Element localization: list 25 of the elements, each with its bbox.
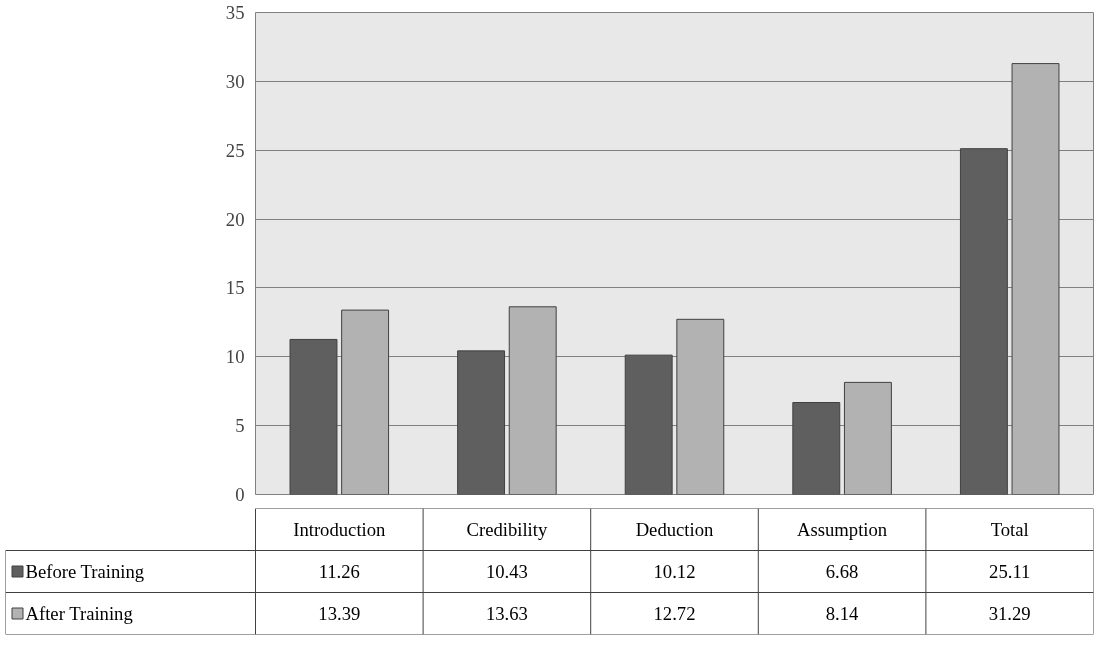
data-label: 31.29	[988, 603, 1031, 624]
data-label: 10.43	[485, 561, 528, 582]
legend-label: After Training	[25, 603, 133, 624]
data-label: 13.63	[485, 603, 528, 624]
x-tick-label: Credibility	[466, 519, 548, 540]
y-tick-label: 35	[225, 2, 245, 23]
x-tick-label: Total	[990, 519, 1029, 540]
data-label: 13.39	[318, 603, 361, 624]
legend-label: Before Training	[25, 561, 145, 582]
y-tick-label: 15	[225, 277, 245, 299]
y-tick-label: 10	[225, 346, 245, 368]
data-label: 8.14	[825, 603, 860, 624]
data-label: 6.68	[825, 561, 859, 582]
y-tick-label: 25	[225, 139, 245, 161]
y-tick-label: 30	[225, 70, 245, 92]
x-tick-label: Introduction	[293, 519, 387, 540]
y-tick-label: 5	[235, 415, 245, 437]
y-tick-label: 20	[225, 208, 245, 230]
x-tick-label: Deduction	[635, 519, 715, 540]
y-tick-label: 0	[235, 484, 245, 505]
x-tick-label: Assumption	[797, 519, 888, 540]
data-label: 11.26	[318, 561, 360, 582]
data-label: 25.11	[989, 561, 1031, 582]
data-label: 10.12	[653, 561, 696, 582]
data-label: 12.72	[653, 603, 696, 624]
